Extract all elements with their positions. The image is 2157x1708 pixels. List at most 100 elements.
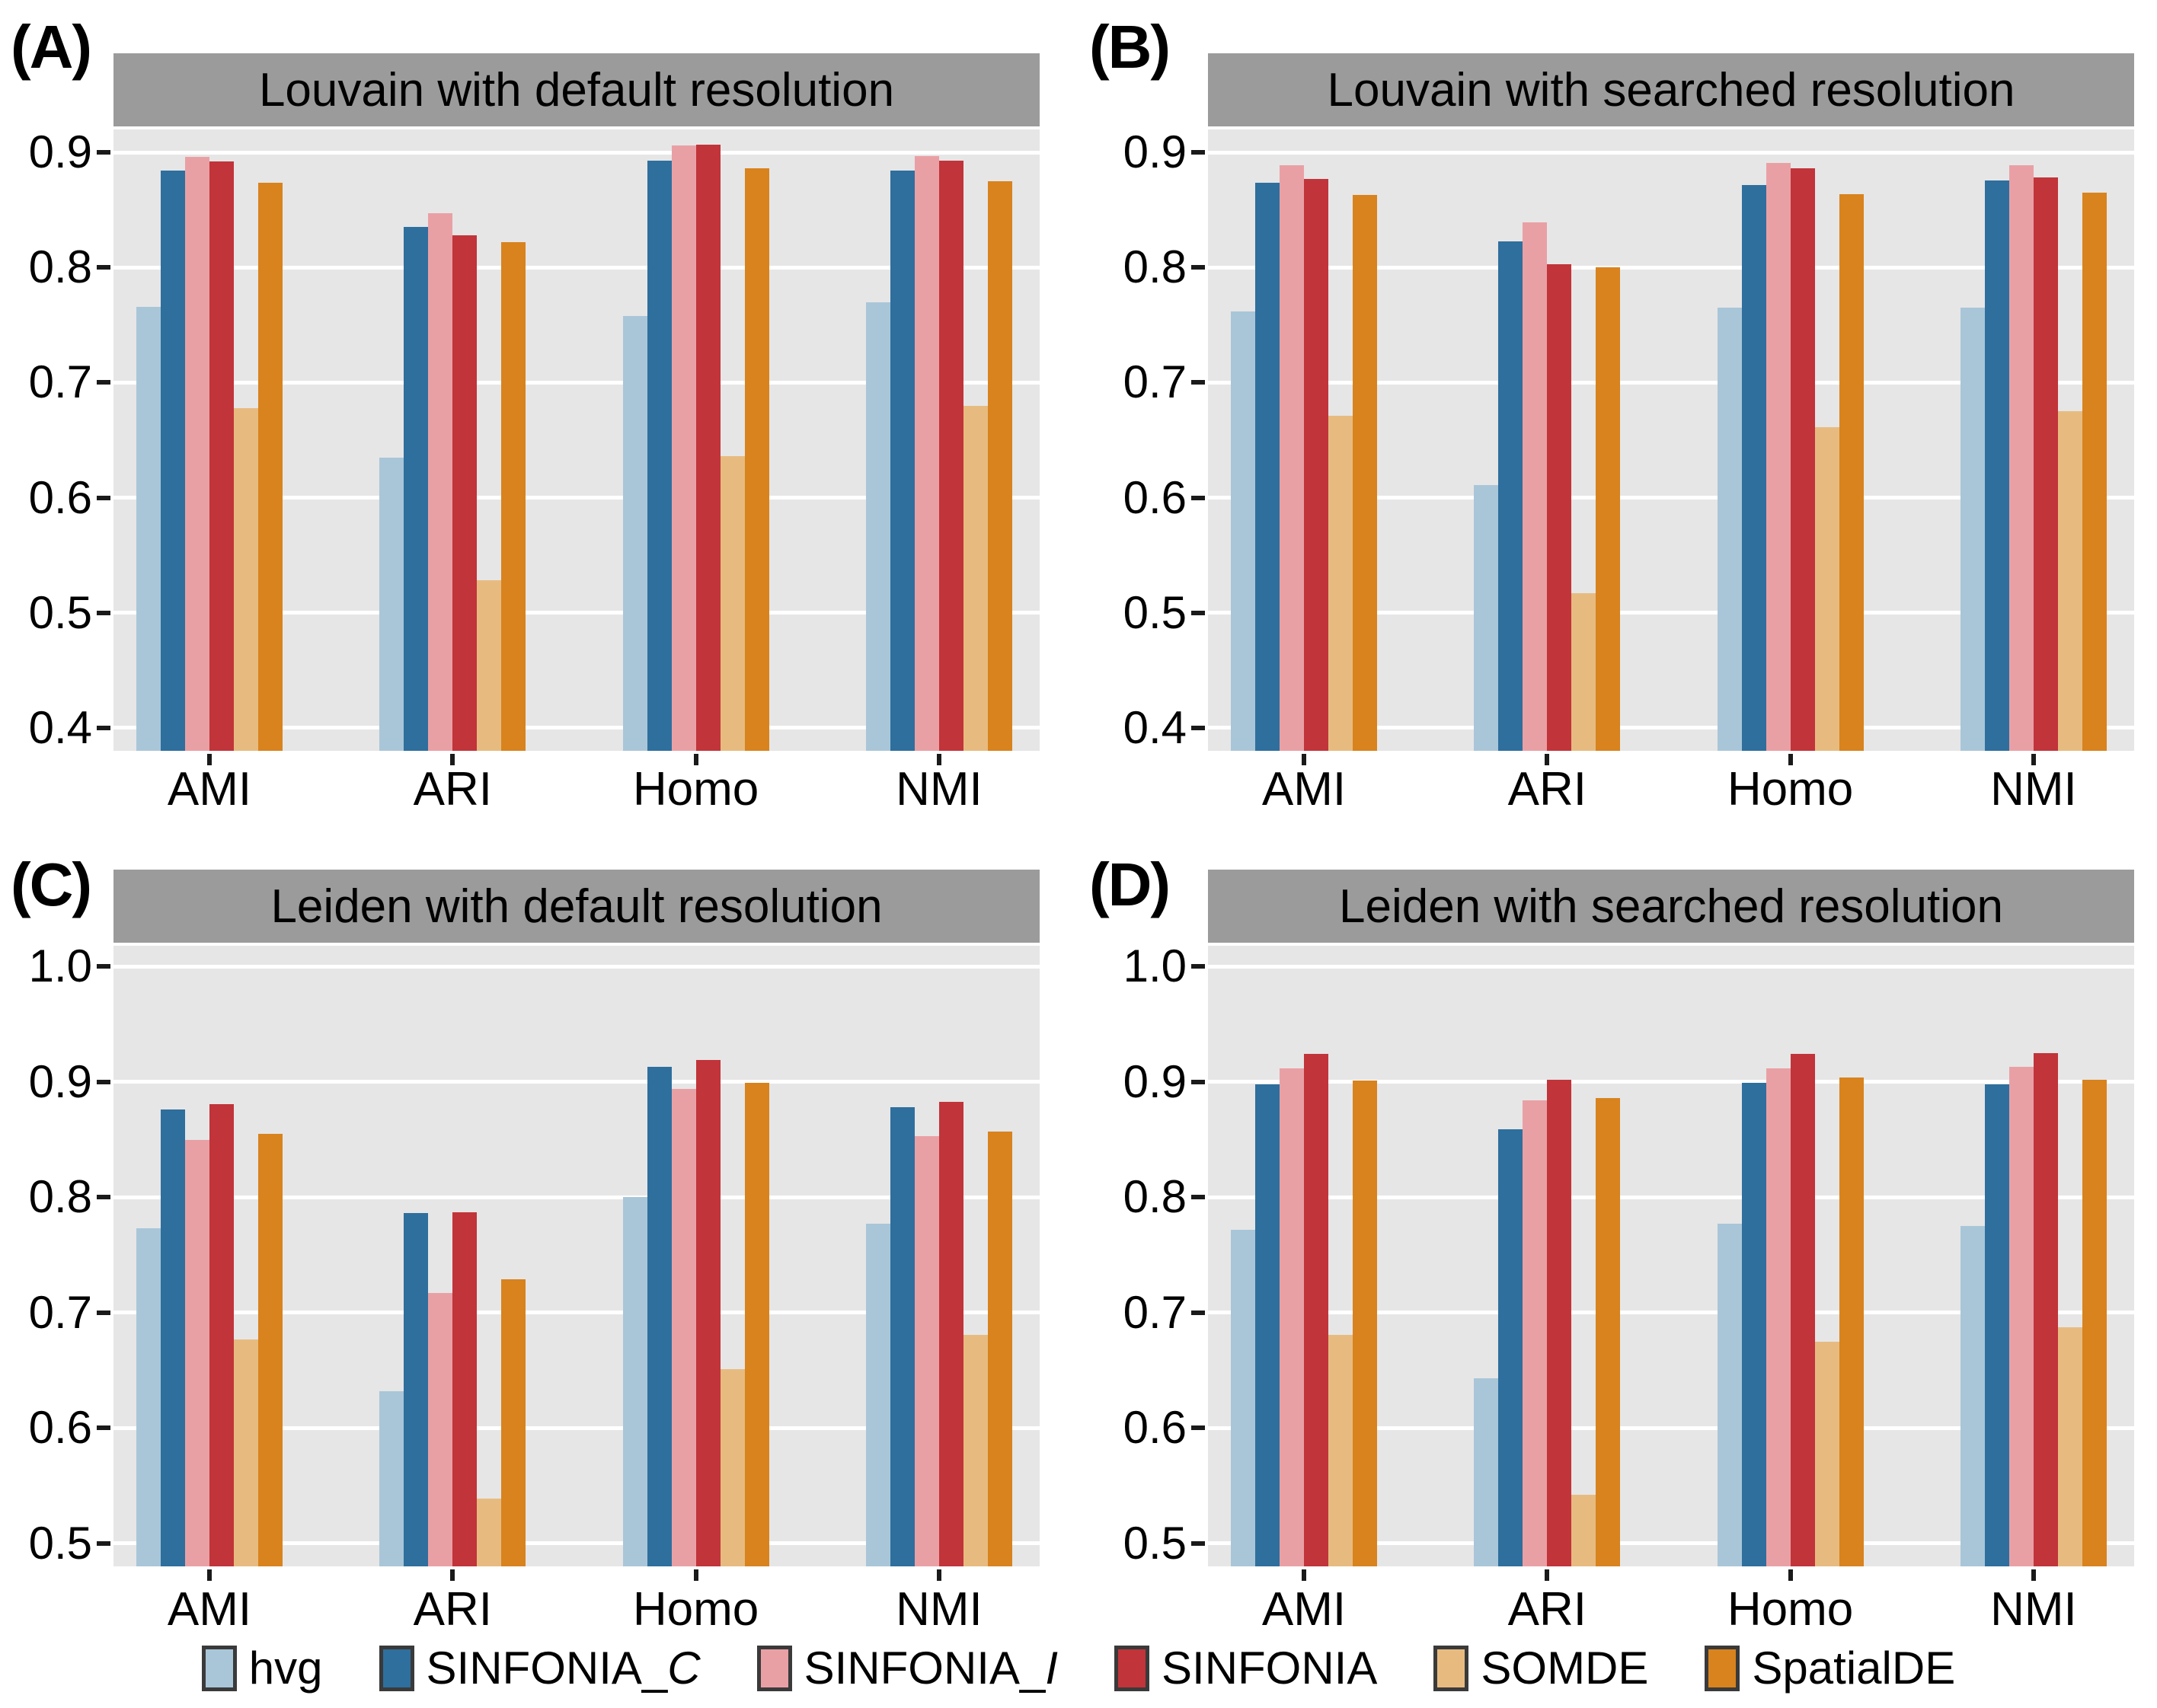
bar-SINFONIA-AMI [1303,178,1328,751]
bar-SINFONIA_C-Homo [1741,1083,1766,1566]
y-tick-label: 0.6 [1123,1402,1187,1454]
bar-hvg-Homo [1717,308,1742,751]
bar-SINFONIA-AMI [209,1103,234,1566]
gridline [113,964,1040,969]
bar-SINFONIA_I-NMI [914,155,939,751]
panel-C: (C) Leiden with default resolution 0.5 0.… [0,853,1078,1641]
strip-D: Leiden with searched resolution [1208,870,2134,943]
bar-hvg-Homo [622,315,647,751]
bar-SINFONIA-Homo [695,1059,721,1566]
y-tick-mark [1191,1425,1205,1431]
bar-SINFONIA-AMI [209,161,234,751]
bar-SpatialDE-NMI [987,1131,1012,1566]
y-tick-label: 1.0 [28,940,92,992]
x-tick-label-NMI: NMI [1990,763,2077,816]
y-tick-mark [1191,265,1205,270]
gridline [1208,1311,2134,1315]
bar-SINFONIA_I-NMI [914,1135,939,1566]
x-tick-mark [206,1569,212,1581]
x-tick-label-ARI: ARI [413,1583,492,1636]
y-tick-mark [1191,495,1205,500]
y-tick-label: 0.4 [1123,701,1187,753]
bar-SINFONIA-ARI [452,235,478,751]
bar-SINFONIA_C-ARI [1498,1129,1523,1566]
bar-SINFONIA_C-Homo [647,1067,672,1566]
legend-swatch-SOMDE [1433,1646,1469,1691]
x-tick-mark [1545,1569,1550,1581]
bar-SpatialDE-NMI [2082,1079,2107,1566]
bar-SINFONIA-Homo [1790,168,1815,751]
gridline [113,611,1040,615]
bar-SpatialDE-AMI [257,182,283,751]
x-tick-mark [693,754,698,765]
bar-SINFONIA_C-Homo [647,160,672,751]
gridline [1208,1195,2134,1199]
y-tick-mark [97,150,110,155]
gridline [1208,150,2134,155]
bar-SpatialDE-ARI [501,1279,526,1566]
y-tick-mark [97,265,110,270]
y-tick-mark [97,725,110,730]
bar-SOMDE-NMI [2057,1327,2082,1566]
strip-title-B: Louvain with searched resolution [1327,63,2015,117]
bar-SINFONIA_C-ARI [404,1213,429,1566]
bar-SINFONIA-Homo [1790,1054,1815,1566]
legend: hvg SINFONIA_C SINFONIA_I SINFONIA SOMDE Spat… [0,1637,2157,1700]
bar-hvg-ARI [1474,484,1499,751]
bar-SINFONIA_I-AMI [1279,164,1304,751]
gridline [113,380,1040,385]
gridline [113,726,1040,730]
bar-SOMDE-ARI [477,580,502,751]
panel-letter-B: (B) [1089,13,1171,81]
y-tick-label: 0.6 [1123,471,1187,523]
x-tick-label-NMI: NMI [896,1583,983,1636]
bar-SINFONIA_I-ARI [428,1292,453,1566]
x-tick-mark [2031,754,2036,765]
bar-SOMDE-ARI [477,1498,502,1566]
y-tick-mark [1191,964,1205,969]
x-tick-label-NMI: NMI [1990,1583,2077,1636]
x-tick-mark [450,1569,455,1581]
bar-SpatialDE-Homo [1839,193,1864,751]
gridline [1208,1541,2134,1546]
y-tick-mark [97,1310,110,1315]
bar-SINFONIA_C-NMI [890,1107,915,1566]
bar-SINFONIA_I-ARI [428,213,453,751]
y-tick-label: 0.5 [28,586,92,638]
bar-SINFONIA-ARI [1547,263,1572,751]
legend-swatch-SINFONIA_I [756,1646,792,1691]
bar-SpatialDE-Homo [1839,1077,1864,1566]
gridline [1208,726,2134,730]
x-tick-mark [1301,754,1306,765]
bar-SINFONIA_C-NMI [1984,180,2009,751]
y-tick-label: 0.9 [1123,126,1187,178]
bar-SINFONIA_C-NMI [890,171,915,751]
bar-hvg-AMI [1230,1229,1255,1566]
bar-SINFONIA_I-ARI [1523,1100,1548,1566]
strip-A: Louvain with default resolution [113,53,1040,126]
bar-hvg-NMI [865,302,890,751]
legend-swatch-SINFONIA_C [379,1646,414,1691]
x-tick-label-Homo: Homo [1727,1583,1854,1636]
plot-area-A [113,129,1040,751]
y-tick-mark [97,495,110,500]
gridline [1208,611,2134,615]
y-tick-mark [97,610,110,615]
bar-SINFONIA_I-AMI [184,1139,209,1566]
gridline [1208,380,2134,385]
bar-SINFONIA_C-NMI [1984,1084,2009,1566]
bar-SINFONIA_C-ARI [1498,241,1523,751]
strip-title-A: Louvain with default resolution [258,63,895,117]
bar-SINFONIA_C-Homo [1741,184,1766,751]
bar-SOMDE-AMI [1328,416,1353,751]
bar-hvg-NMI [865,1224,890,1566]
bar-SINFONIA-ARI [452,1212,478,1566]
plot-area-B [1208,129,2134,751]
x-tick-mark [1545,754,1550,765]
x-tick-mark [693,1569,698,1581]
x-tick-mark [936,754,941,765]
x-tick-mark [1301,1569,1306,1581]
y-tick-label: 0.6 [28,1402,92,1454]
y-tick-label: 0.7 [28,1286,92,1338]
